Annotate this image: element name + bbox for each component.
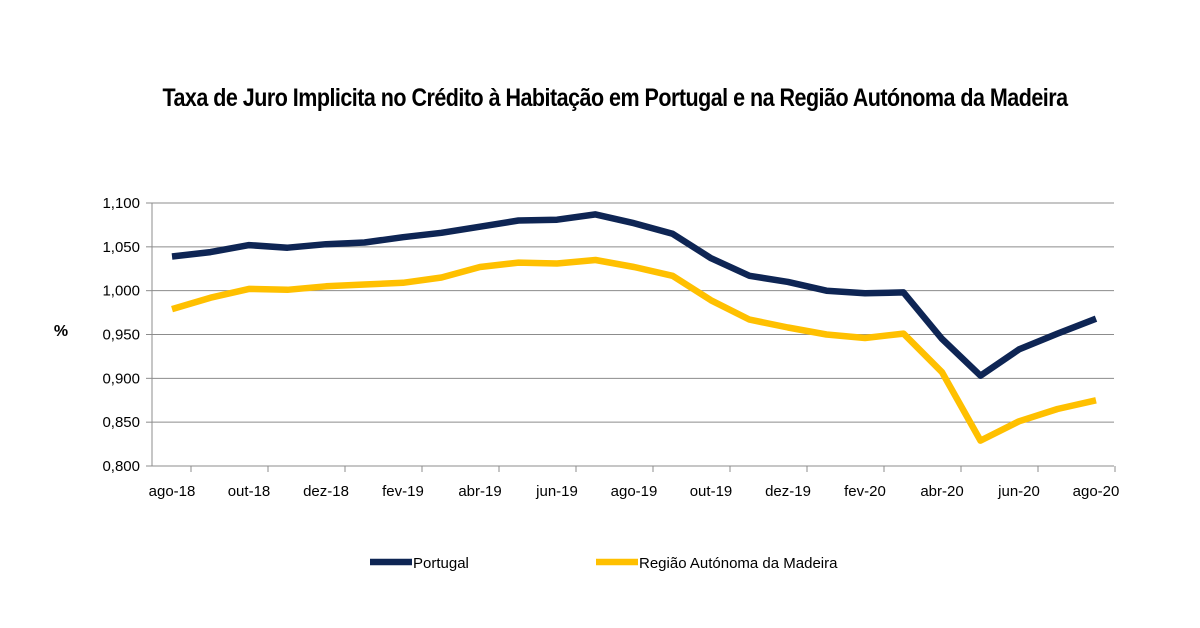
x-tick-label: jun-20 [997,483,1040,500]
series-line [171,211,1098,379]
x-tick-label: ago-20 [1073,483,1120,500]
legend-label: Região Autónoma da Madeira [639,555,838,572]
y-tick-label: 1,100 [102,195,140,212]
x-tick-label: abr-20 [920,483,963,500]
x-tick-label: abr-19 [458,483,501,500]
y-tick-label: 1,000 [102,283,140,300]
x-tick-label: jun-19 [535,483,578,500]
x-tick-labels: ago-18 out-18 dez-18 fev-19 abr-19 jun-19 ago-… [149,483,1120,500]
y-tick-labels: 1,100 1,050 1,000 0,950 0,900 0,850 0,800 [102,195,140,475]
y-tick-label: 0,900 [102,370,140,387]
x-tick-label: out-19 [690,483,733,500]
y-axis-label: % [54,323,68,340]
chart-title: Taxa de Juro Implicita no Crédito à Habi… [162,84,1068,112]
x-tick-label: ago-19 [611,483,658,500]
series-line [171,256,1097,444]
legend: Portugal Região Autónoma da Madeira [370,555,838,572]
x-tick-label: ago-18 [149,483,196,500]
x-tick-label: dez-18 [303,483,349,500]
x-tick-label: fev-19 [382,483,424,500]
x-tick-label: fev-20 [844,483,886,500]
x-tick-label: dez-19 [765,483,811,500]
gridlines [152,202,1114,423]
series-lines [171,211,1098,444]
y-tick-label: 1,050 [102,239,140,256]
y-tick-label: 0,850 [102,414,140,431]
x-tick-label: out-18 [228,483,271,500]
y-tick-label: 0,800 [102,458,140,475]
axes [146,202,1116,472]
legend-label: Portugal [413,555,469,572]
y-tick-label: 0,950 [102,327,140,344]
